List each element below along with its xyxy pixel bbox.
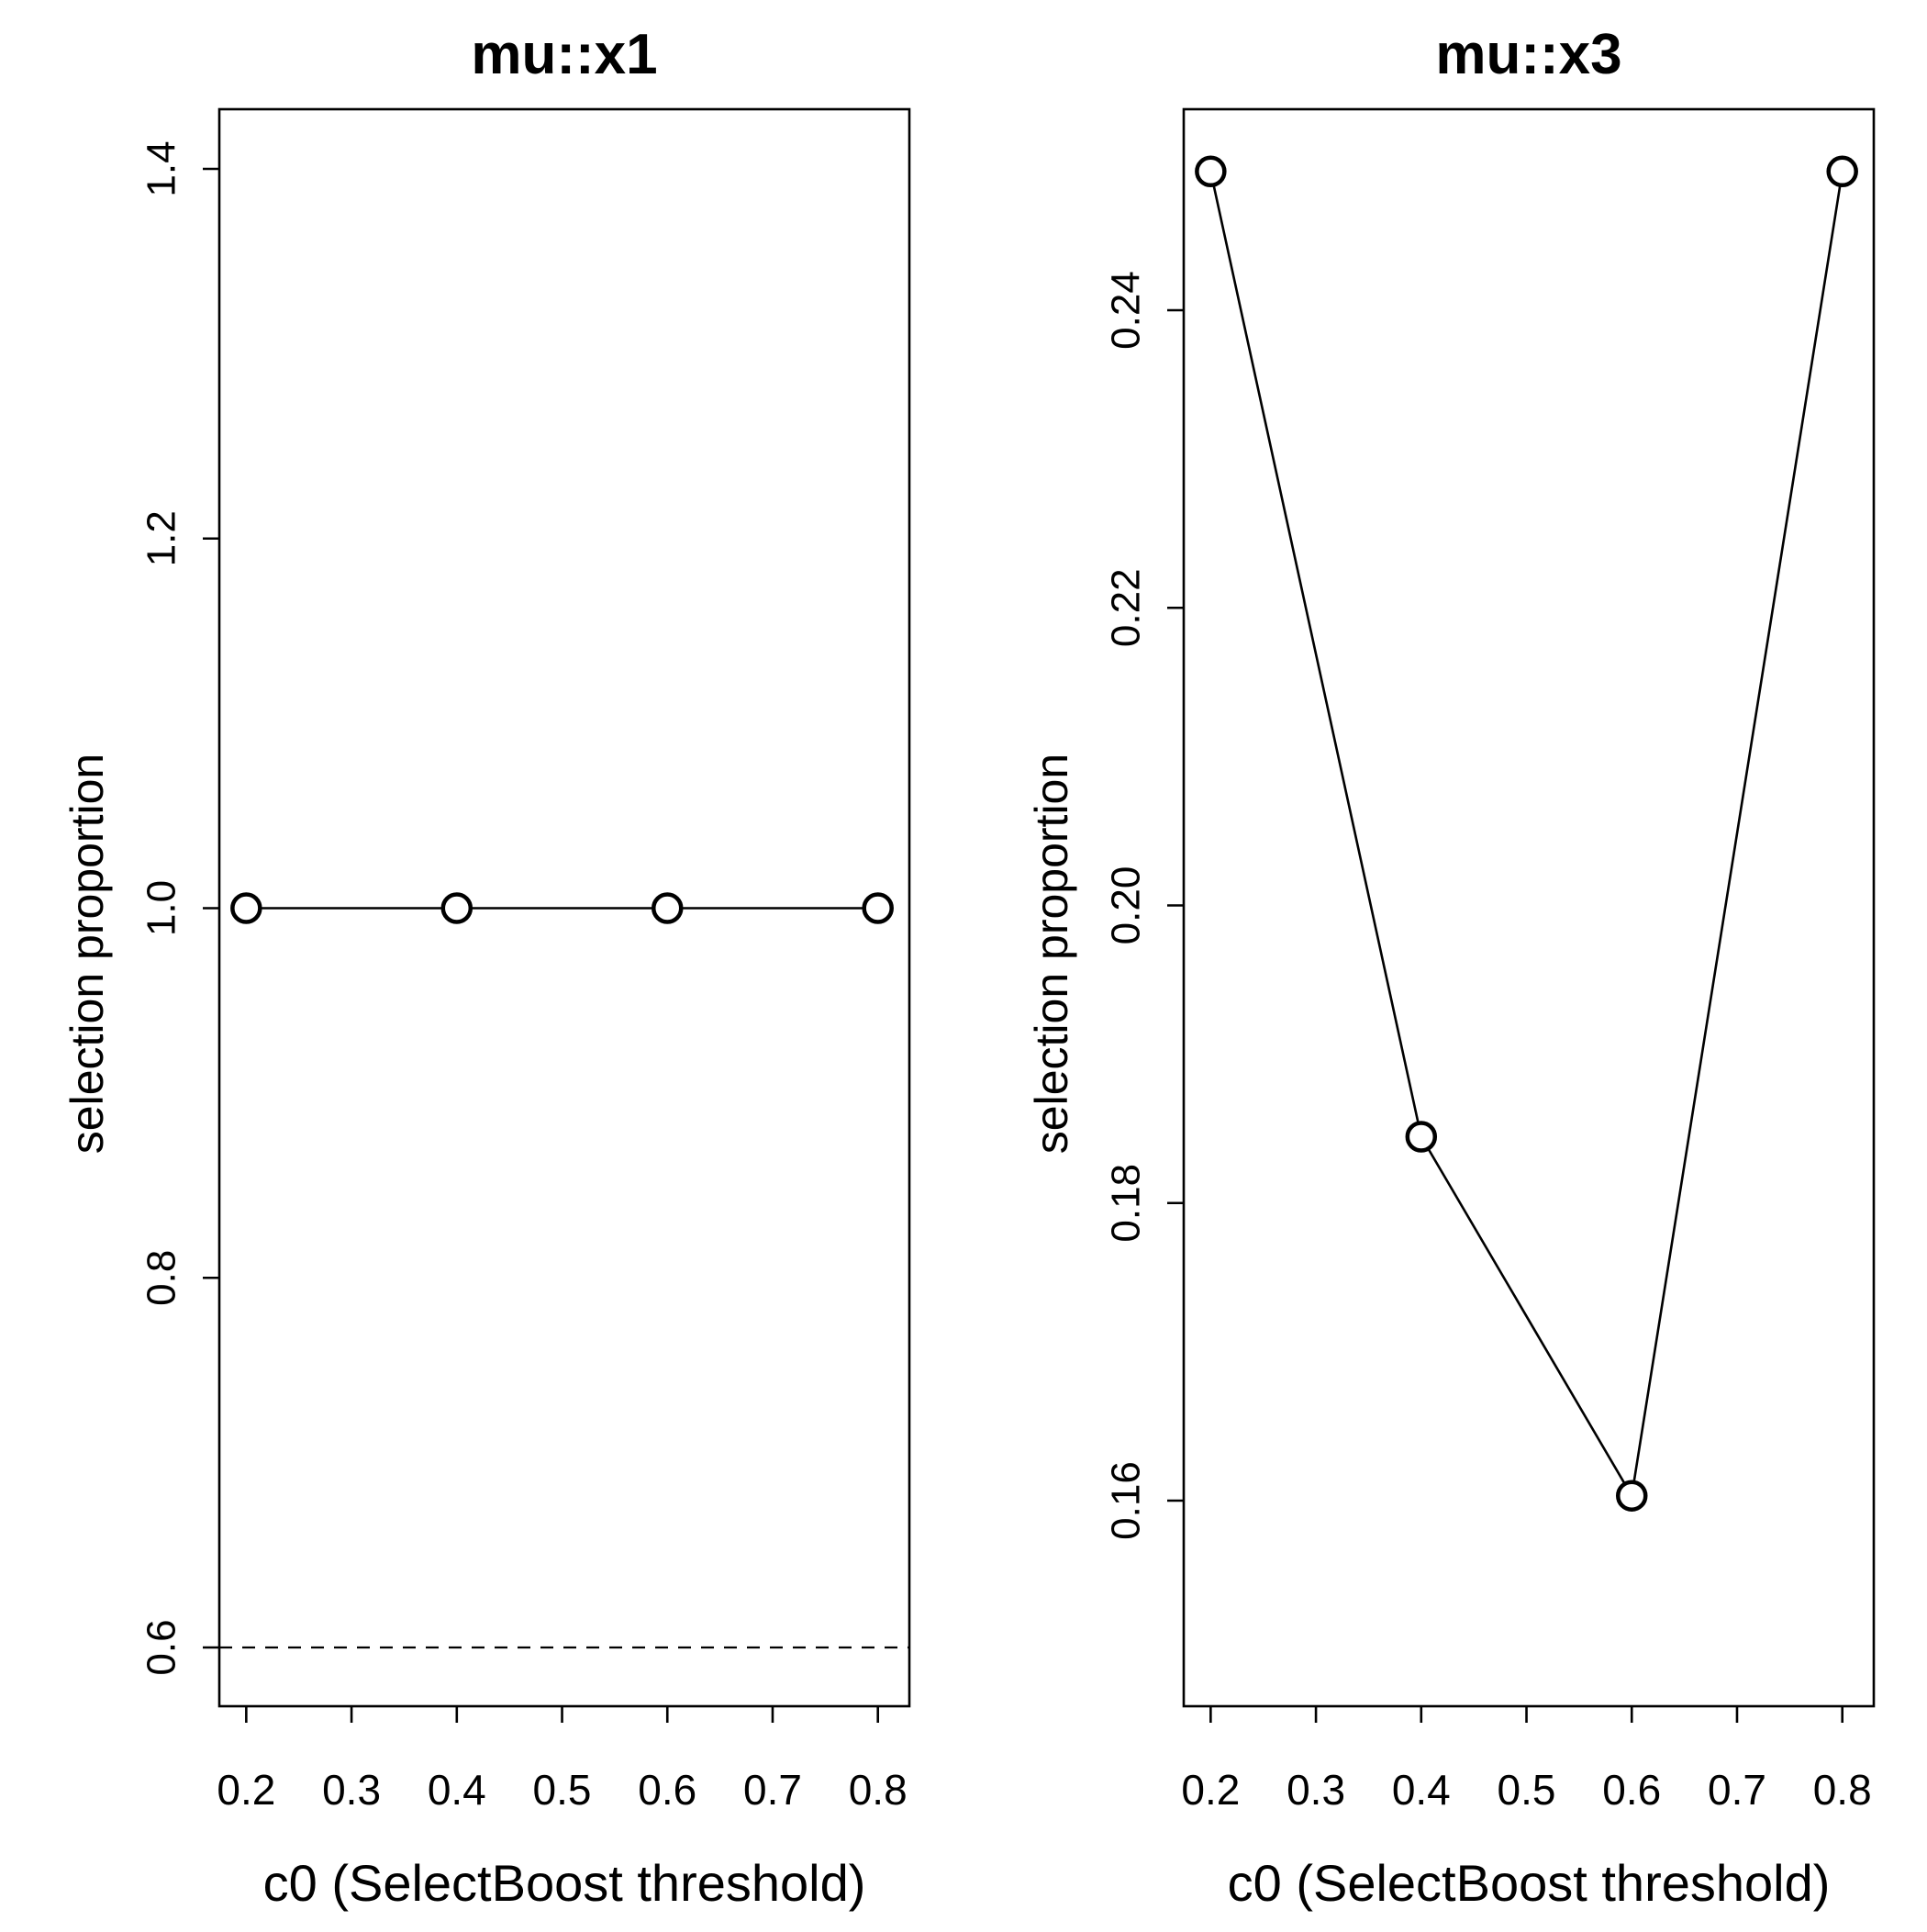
svg-text:selection proportion: selection proportion [1026, 754, 1077, 1154]
svg-text:0.3: 0.3 [322, 1766, 381, 1814]
svg-text:0.6: 0.6 [1602, 1766, 1661, 1814]
svg-text:0.2: 0.2 [1181, 1766, 1240, 1814]
svg-text:mu::x1: mu::x1 [471, 23, 657, 86]
svg-text:0.7: 0.7 [1708, 1766, 1766, 1814]
svg-text:1.2: 1.2 [139, 510, 184, 566]
svg-text:0.4: 0.4 [1392, 1766, 1451, 1814]
svg-text:0.16: 0.16 [1104, 1461, 1149, 1540]
svg-text:1.0: 1.0 [139, 880, 184, 936]
svg-text:0.8: 0.8 [1813, 1766, 1872, 1814]
svg-text:0.2: 0.2 [217, 1766, 275, 1814]
svg-text:0.6: 0.6 [139, 1619, 184, 1675]
svg-text:1.4: 1.4 [139, 140, 184, 196]
svg-text:c0 (SelectBoost threshold): c0 (SelectBoost threshold) [1228, 1854, 1831, 1912]
svg-text:0.8: 0.8 [139, 1250, 184, 1306]
svg-text:0.4: 0.4 [428, 1766, 486, 1814]
svg-text:0.20: 0.20 [1104, 866, 1149, 945]
svg-text:0.7: 0.7 [743, 1766, 802, 1814]
svg-text:0.5: 0.5 [533, 1766, 592, 1814]
svg-text:0.24: 0.24 [1104, 271, 1149, 350]
svg-text:0.18: 0.18 [1104, 1164, 1149, 1243]
svg-text:selection proportion: selection proportion [61, 754, 113, 1154]
svg-text:0.22: 0.22 [1104, 568, 1149, 647]
svg-text:0.5: 0.5 [1498, 1766, 1556, 1814]
svg-text:0.6: 0.6 [638, 1766, 696, 1814]
svg-text:mu::x3: mu::x3 [1435, 23, 1621, 86]
svg-text:c0 (SelectBoost threshold): c0 (SelectBoost threshold) [263, 1854, 866, 1912]
svg-text:0.3: 0.3 [1287, 1766, 1345, 1814]
svg-text:0.8: 0.8 [849, 1766, 908, 1814]
